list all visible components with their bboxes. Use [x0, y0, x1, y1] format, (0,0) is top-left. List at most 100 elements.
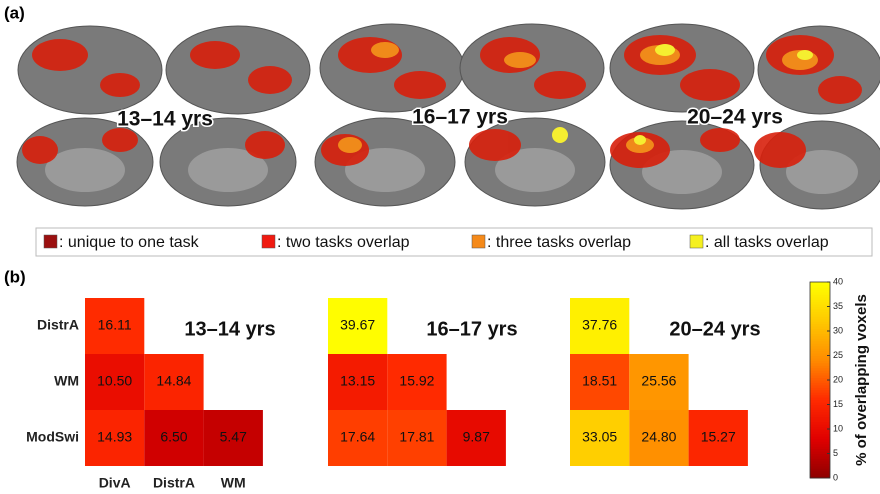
colorbar-step [810, 443, 830, 447]
colorbar-step [810, 453, 830, 457]
colorbar-step [810, 375, 830, 379]
heatmap-cell [629, 410, 689, 466]
legend-label: : unique to one task [59, 234, 200, 251]
heatmap-cell [328, 354, 388, 410]
cell-label: 9.87 [463, 429, 490, 445]
cell-label: 14.84 [156, 373, 191, 389]
heatmap-cell [328, 410, 388, 466]
colorbar-step [810, 387, 830, 391]
colorbar-step [810, 372, 830, 376]
colorbar-step [810, 282, 830, 285]
cell-label: 15.27 [701, 429, 736, 445]
colorbar-step [810, 419, 830, 423]
cell-label: 17.64 [340, 429, 375, 445]
colorbar-step [810, 402, 830, 405]
colorbar-step [810, 414, 830, 418]
heatmap-cell [144, 410, 204, 466]
colorbar-step [810, 357, 830, 361]
age-label: 13–14 yrs [117, 108, 213, 131]
colorbar-tick-label: 10 [833, 423, 843, 433]
cell-label: 15.92 [399, 373, 434, 389]
colorbar-step [810, 286, 830, 290]
colorbar-step [810, 335, 830, 339]
panel-label: (a) [4, 3, 25, 22]
colorbar-step [810, 291, 830, 295]
heatmap-cell [203, 410, 263, 466]
colorbar-step [810, 318, 830, 322]
heatmap-cell [387, 410, 447, 466]
heatmap-cell [629, 354, 689, 410]
row-label: DistrA [37, 317, 79, 333]
brain-images [16, 23, 880, 210]
colorbar-step [810, 465, 830, 469]
colorbar-step [810, 294, 830, 298]
colorbar-step [810, 323, 830, 327]
heatmap-cell [688, 410, 748, 466]
colorbar-tick-label: 15 [833, 399, 843, 409]
column-label: DistrA [153, 475, 195, 491]
colorbar-step [810, 362, 830, 366]
column-label: WM [221, 475, 246, 491]
colorbar-step [810, 475, 830, 479]
colorbar-tick-label: 0 [833, 472, 838, 482]
row-label: ModSwi [26, 429, 79, 445]
colorbar-step [810, 308, 830, 312]
heatmap-cell [446, 410, 506, 466]
age-label: 16–17 yrs [412, 106, 508, 129]
colorbar-step [810, 296, 830, 300]
colorbar-step [810, 458, 830, 462]
colorbar-step [810, 431, 830, 435]
colorbar-step [810, 370, 830, 374]
colorbar-step [810, 299, 830, 303]
colorbar-tick-label: 30 [833, 325, 843, 335]
cell-label: 6.50 [160, 429, 187, 445]
colorbar-step [810, 399, 830, 403]
colorbar-label: % of overlapping voxels [853, 294, 870, 466]
heatmap-cell [85, 410, 145, 466]
colorbar-step [810, 377, 830, 381]
colorbar-step [810, 470, 830, 474]
colorbar-step [810, 345, 830, 349]
cell-label: 18.51 [582, 373, 617, 389]
cell-label: 10.50 [97, 373, 132, 389]
cell-label: 33.05 [582, 429, 617, 445]
colorbar-step [810, 473, 830, 477]
colorbar-step [810, 468, 830, 472]
colorbar-step [810, 460, 830, 464]
cell-label: 16.11 [98, 317, 132, 333]
age-label: 20–24 yrs [687, 106, 783, 129]
colorbar-step [810, 404, 830, 408]
colorbar-step [810, 326, 830, 330]
heatmap-cell [570, 354, 630, 410]
colorbar-step [810, 424, 830, 428]
cell-label: 14.93 [97, 429, 132, 445]
colorbar-step [810, 316, 830, 320]
cell-label: 24.80 [641, 429, 676, 445]
heatmap-cell [570, 410, 630, 466]
colorbar-step [810, 284, 830, 288]
colorbar-step [810, 350, 830, 354]
colorbar-tick-label: 5 [833, 448, 838, 458]
heatmap-cell [570, 298, 630, 354]
colorbar-step [810, 306, 830, 310]
colorbar-step [810, 343, 830, 347]
colorbar-step [810, 448, 830, 452]
heatmap-cell [85, 354, 145, 410]
colorbar-tick-label: 35 [833, 301, 843, 311]
heatmap-cell [144, 354, 204, 410]
colorbar-step [810, 348, 830, 352]
colorbar-step [810, 436, 830, 440]
colorbar-step [810, 429, 830, 432]
colorbar-tick-label: 25 [833, 350, 843, 360]
colorbar-step [810, 394, 830, 398]
colorbar-step [810, 380, 830, 383]
cell-label: 17.81 [399, 429, 434, 445]
legend-swatch [689, 234, 704, 249]
colorbar-step [810, 433, 830, 437]
colorbar-step [810, 409, 830, 413]
cell-label: 37.76 [582, 317, 617, 333]
colorbar-step [810, 304, 830, 307]
heatmap-title: 20–24 yrs [669, 318, 760, 340]
colorbar-step [810, 397, 830, 401]
